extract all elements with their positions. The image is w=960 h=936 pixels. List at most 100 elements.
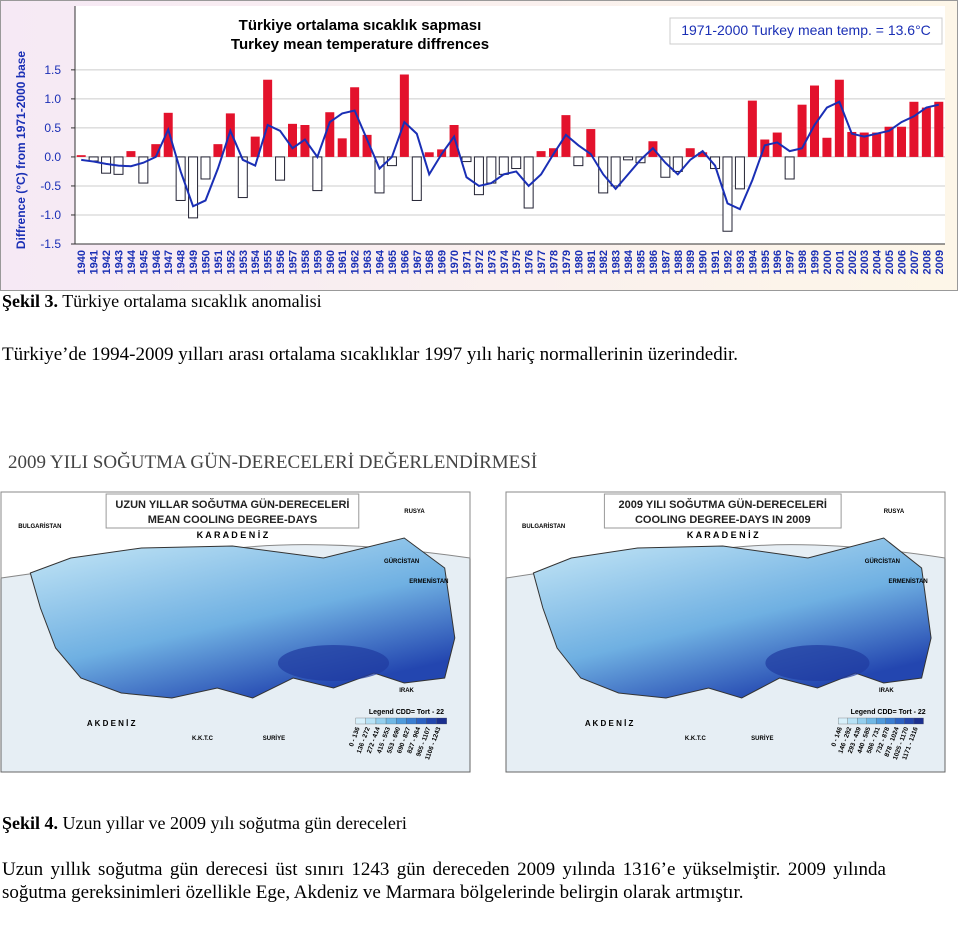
bar bbox=[288, 123, 297, 157]
trend-line bbox=[81, 100, 940, 211]
map-subtitle: MEAN COOLING DEGREE-DAYS bbox=[148, 514, 318, 526]
x-tick-label: 1972 bbox=[474, 250, 486, 274]
x-tick-label: 1983 bbox=[611, 250, 623, 274]
x-tick-label: 1968 bbox=[424, 250, 436, 274]
bar bbox=[610, 156, 621, 187]
legend-swatch bbox=[847, 717, 858, 725]
bar bbox=[772, 132, 782, 157]
x-tick-label: 2002 bbox=[847, 250, 859, 274]
x-tick-label: 1964 bbox=[375, 249, 387, 274]
x-tick-label: 1948 bbox=[176, 250, 188, 274]
chart-subtitle: Turkey mean temperature diffrences bbox=[231, 36, 489, 53]
bar bbox=[449, 125, 459, 157]
caption-text: Uzun yıllar ve 2009 yılı soğutma gün der… bbox=[58, 813, 407, 833]
x-tick-label: 1982 bbox=[598, 250, 610, 274]
bar bbox=[138, 156, 149, 184]
sea-label: K A R A D E N İ Z bbox=[197, 530, 269, 540]
x-tick-label: 1946 bbox=[151, 250, 163, 274]
map-title: UZUN YILLAR SOĞUTMA GÜN-DERECELERİ bbox=[115, 498, 349, 511]
x-tick-label: 2006 bbox=[897, 250, 909, 274]
x-tick-label: 1994 bbox=[747, 249, 759, 274]
x-tick-label: 1958 bbox=[300, 250, 312, 274]
bar bbox=[188, 156, 199, 219]
x-tick-label: 1975 bbox=[511, 250, 523, 274]
bar bbox=[461, 156, 472, 163]
caption-label: Şekil 4. bbox=[2, 813, 59, 833]
x-tick-label: 1960 bbox=[325, 250, 337, 274]
legend-swatch bbox=[885, 717, 896, 725]
x-tick-label: 2009 bbox=[934, 250, 946, 274]
x-tick-label: 1962 bbox=[350, 250, 362, 274]
x-tick-label: 1999 bbox=[810, 250, 822, 274]
place-label: BULGARİSTAN bbox=[522, 523, 565, 530]
y-tick-label: 1.5 bbox=[44, 63, 61, 77]
x-tick-label: 1959 bbox=[312, 250, 324, 274]
x-tick-label: 1965 bbox=[387, 250, 399, 274]
y-tick-label: 0.0 bbox=[44, 150, 61, 164]
x-tick-label: 1940 bbox=[76, 250, 88, 274]
x-tick-label: 2005 bbox=[884, 250, 896, 274]
paragraph: Türkiye’de 1994-2009 yılları arası ortal… bbox=[2, 344, 739, 365]
x-tick-label: 1950 bbox=[201, 250, 213, 274]
x-tick-label: 1992 bbox=[723, 250, 735, 274]
x-tick-label: 1987 bbox=[660, 250, 672, 274]
hotspot bbox=[765, 645, 870, 681]
x-tick-label: 1941 bbox=[89, 250, 101, 274]
x-tick-label: 1971 bbox=[462, 250, 474, 274]
x-tick-label: 1980 bbox=[573, 250, 585, 274]
bar bbox=[909, 101, 919, 157]
bar bbox=[672, 156, 683, 172]
x-tick-label: 1979 bbox=[561, 250, 573, 274]
x-tick-label: 1995 bbox=[760, 250, 772, 274]
legend-title: Legend CDD= Tort - 22 bbox=[369, 709, 444, 716]
bar bbox=[275, 156, 286, 181]
x-tick-label: 1988 bbox=[673, 250, 685, 274]
bar bbox=[151, 144, 161, 157]
bar bbox=[362, 134, 372, 157]
bar bbox=[859, 132, 869, 157]
x-tick-label: 1949 bbox=[188, 250, 200, 274]
x-tick-label: 1967 bbox=[412, 250, 424, 274]
bar bbox=[498, 156, 509, 175]
legend-swatch bbox=[838, 717, 848, 725]
bar bbox=[237, 156, 248, 199]
bar bbox=[325, 112, 335, 157]
x-tick-label: 1997 bbox=[785, 250, 797, 274]
x-tick-label: 1996 bbox=[772, 250, 784, 274]
x-tick-label: 1978 bbox=[549, 250, 561, 274]
x-tick-label: 1942 bbox=[101, 250, 113, 274]
map-subtitle: COOLING DEGREE-DAYS IN 2009 bbox=[635, 514, 811, 526]
legend-swatch bbox=[396, 717, 407, 725]
legend-swatch bbox=[365, 717, 377, 725]
place-label: GÜRCİSTAN bbox=[865, 558, 900, 565]
place-label: RUSYA bbox=[404, 509, 425, 515]
place-label: ERMENİSTAN bbox=[888, 578, 927, 585]
y-tick-label: 0.5 bbox=[44, 121, 61, 135]
place-label: K.K.T.C bbox=[192, 736, 214, 742]
x-tick-label: 2007 bbox=[909, 250, 921, 274]
bar bbox=[921, 107, 931, 157]
bar bbox=[734, 156, 745, 190]
x-tick-label: 1945 bbox=[138, 250, 150, 274]
place-label: GÜRCİSTAN bbox=[384, 558, 419, 565]
bar bbox=[511, 156, 522, 170]
legend-swatch bbox=[894, 717, 905, 725]
bar bbox=[834, 79, 844, 157]
x-tick-label: 1956 bbox=[275, 250, 287, 274]
bar bbox=[225, 113, 235, 157]
hotspot bbox=[277, 645, 390, 681]
x-tick-label: 1961 bbox=[337, 250, 349, 274]
bar bbox=[399, 74, 409, 157]
bar bbox=[213, 144, 223, 157]
x-tick-label: 1984 bbox=[623, 249, 635, 274]
bar bbox=[623, 156, 634, 161]
place-label: SURİYE bbox=[263, 735, 285, 742]
legend-swatch bbox=[436, 717, 447, 725]
bar bbox=[76, 155, 86, 157]
bar bbox=[822, 137, 832, 157]
legend-swatch bbox=[385, 717, 397, 725]
x-tick-label: 1985 bbox=[636, 250, 648, 274]
x-tick-label: 1953 bbox=[238, 250, 250, 274]
legend-swatch bbox=[904, 717, 915, 725]
